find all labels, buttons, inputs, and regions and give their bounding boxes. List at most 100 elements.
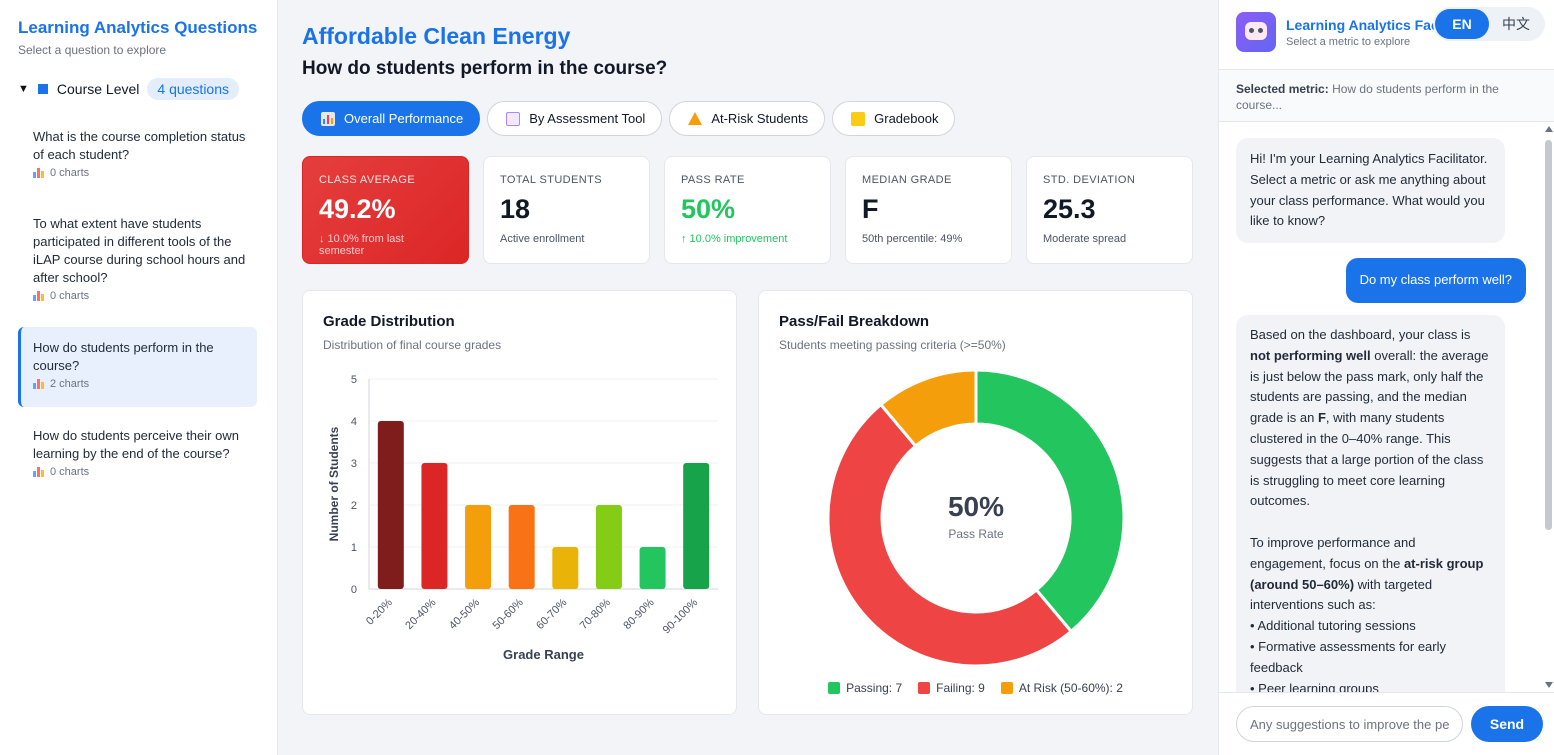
bar: [465, 505, 492, 589]
bar-chart-icon: [33, 168, 44, 178]
question-item[interactable]: To what extent have students participate…: [18, 215, 257, 302]
x-tick-label: 70-80%: [578, 596, 613, 631]
y-axis-label: Number of Students: [327, 426, 341, 541]
send-button[interactable]: Send: [1471, 706, 1543, 742]
y-tick-label: 2: [351, 500, 357, 512]
bot-message: Hi! I'm your Learning Analytics Facilita…: [1236, 138, 1505, 244]
tab-overall-performance[interactable]: Overall Performance: [302, 101, 481, 136]
legend-swatch: [828, 682, 841, 694]
question-text: How do students perform in the course?: [33, 340, 214, 373]
donut-slice: [878, 368, 978, 449]
stat-card-std-deviation: STD. DEVIATION 25.3 Moderate spread: [1026, 156, 1193, 264]
question-item[interactable]: How do students perceive their own learn…: [18, 427, 257, 478]
grade-distribution-card: Grade Distribution Distribution of final…: [302, 290, 737, 715]
questions-sidebar: Learning Analytics Questions Select a qu…: [0, 0, 278, 755]
chat-title: Learning Analytics Facilitator: [1286, 17, 1436, 33]
chart-count: 0 charts: [50, 167, 90, 179]
page-title: Affordable Clean Energy: [302, 23, 571, 49]
bar: [552, 547, 579, 589]
main-content: Affordable Clean Energy How do students …: [278, 0, 1218, 755]
y-tick-label: 4: [351, 416, 357, 428]
section-label: Course Level: [56, 81, 140, 97]
section-square-icon: [37, 84, 48, 94]
tab-bar: Overall Performance By Assessment Tool A…: [302, 101, 956, 136]
warning-icon: [688, 112, 703, 125]
bar: [639, 547, 666, 589]
question-item[interactable]: What is the course completion status of …: [18, 128, 257, 179]
donut-slice: [826, 402, 1074, 668]
x-axis-label: Grade Range: [503, 647, 584, 662]
bar-chart-icon: [321, 111, 335, 126]
stat-card-pass-rate: PASS RATE 50% ↑ 10.0% improvement: [664, 156, 831, 264]
selected-metric: Selected metric: How do students perform…: [1219, 69, 1554, 122]
pass-rate-value: 50%: [948, 491, 1004, 522]
card-title: Pass/Fail Breakdown: [779, 313, 930, 330]
chart-count: 2 charts: [50, 378, 90, 390]
bar: [595, 505, 622, 589]
course-level-section-toggle[interactable]: ▼ Course Level 4 questions: [18, 77, 239, 101]
chat-messages: Hi! I'm your Learning Analytics Facilita…: [1219, 122, 1554, 692]
card-subtitle: Distribution of final course grades: [323, 338, 502, 352]
chat-input[interactable]: [1236, 706, 1463, 742]
scrollbar-thumb[interactable]: [1545, 140, 1552, 530]
x-tick-label: 60-70%: [534, 596, 569, 631]
chart-count: 0 charts: [50, 290, 90, 302]
stat-card-total-students: TOTAL STUDENTS 18 Active enrollment: [483, 156, 650, 264]
stat-card-class-average: CLASS AVERAGE 49.2% ↓ 10.0% from last se…: [302, 156, 469, 264]
x-tick-label: 40-50%: [447, 596, 482, 631]
y-tick-label: 1: [351, 542, 357, 554]
robot-avatar-icon: [1236, 12, 1276, 52]
bar: [683, 463, 710, 589]
legend-item: Failing: 9: [918, 681, 985, 695]
chat-subtitle: Select a metric to explore: [1286, 36, 1411, 48]
language-toggle: EN 中文: [1433, 7, 1545, 41]
x-tick-label: 20-40%: [403, 596, 438, 631]
chat-panel: Learning Analytics Facilitator Select a …: [1218, 0, 1554, 755]
card-title: Grade Distribution: [323, 313, 455, 330]
stat-cards: CLASS AVERAGE 49.2% ↓ 10.0% from last se…: [302, 156, 1193, 264]
scroll-up-icon[interactable]: [1545, 126, 1553, 132]
question-text: How do students perceive their own learn…: [33, 428, 239, 461]
x-tick-label: 90-100%: [661, 596, 701, 636]
legend-swatch: [1000, 682, 1013, 694]
tab-at-risk-students[interactable]: At-Risk Students: [669, 101, 826, 136]
x-tick-label: 0-20%: [364, 596, 395, 627]
pass-rate-label: Pass Rate: [948, 527, 1004, 541]
sidebar-subtitle: Select a question to explore: [18, 43, 167, 57]
stat-card-median-grade: MEDIAN GRADE F 50th percentile: 49%: [845, 156, 1012, 264]
bar-chart-icon: [33, 291, 44, 301]
tab-gradebook[interactable]: Gradebook: [832, 101, 956, 136]
donut-slice: [974, 368, 1126, 634]
legend-item: At Risk (50-60%): 2: [1000, 681, 1123, 695]
legend-item: Passing: 7: [828, 681, 902, 695]
question-item-active[interactable]: How do students perform in the course? 2…: [18, 327, 257, 407]
lang-en-button[interactable]: EN: [1435, 9, 1489, 39]
collapse-triangle-icon: ▼: [18, 83, 29, 95]
legend-label: At Risk (50-60%): 2: [1018, 681, 1123, 695]
question-text: To what extent have students participate…: [33, 216, 246, 285]
chart-legend: Passing: 7 Failing: 9 At Risk (50-60%): 2: [759, 681, 1192, 695]
question-text: What is the course completion status of …: [33, 129, 246, 162]
bar: [508, 505, 535, 589]
bar: [377, 421, 404, 589]
x-tick-label: 50-60%: [491, 596, 526, 631]
pass-fail-card: Pass/Fail Breakdown Students meeting pas…: [758, 290, 1193, 715]
y-tick-label: 0: [351, 584, 357, 596]
pass-fail-donut-chart: 50% Pass Rate: [826, 368, 1126, 668]
card-subtitle: Students meeting passing criteria (>=50%…: [779, 338, 1006, 352]
lang-zh-button[interactable]: 中文: [1502, 16, 1530, 32]
legend-label: Passing: 7: [846, 681, 903, 695]
chart-count: 0 charts: [50, 466, 90, 478]
tab-by-assessment-tool[interactable]: By Assessment Tool: [487, 101, 663, 136]
question-heading: How do students perform in the course?: [302, 58, 668, 79]
clipboard-icon: [506, 111, 521, 126]
y-tick-label: 5: [351, 374, 357, 386]
chat-scrollbar[interactable]: [1542, 122, 1554, 692]
user-message: Do my class perform well?: [1345, 258, 1526, 303]
legend-label: Failing: 9: [936, 681, 985, 695]
sidebar-title: Learning Analytics Questions: [18, 18, 258, 37]
bar-chart-icon: [33, 379, 44, 389]
notebook-icon: [851, 111, 866, 126]
legend-swatch: [918, 682, 931, 694]
scroll-down-icon[interactable]: [1545, 682, 1553, 688]
